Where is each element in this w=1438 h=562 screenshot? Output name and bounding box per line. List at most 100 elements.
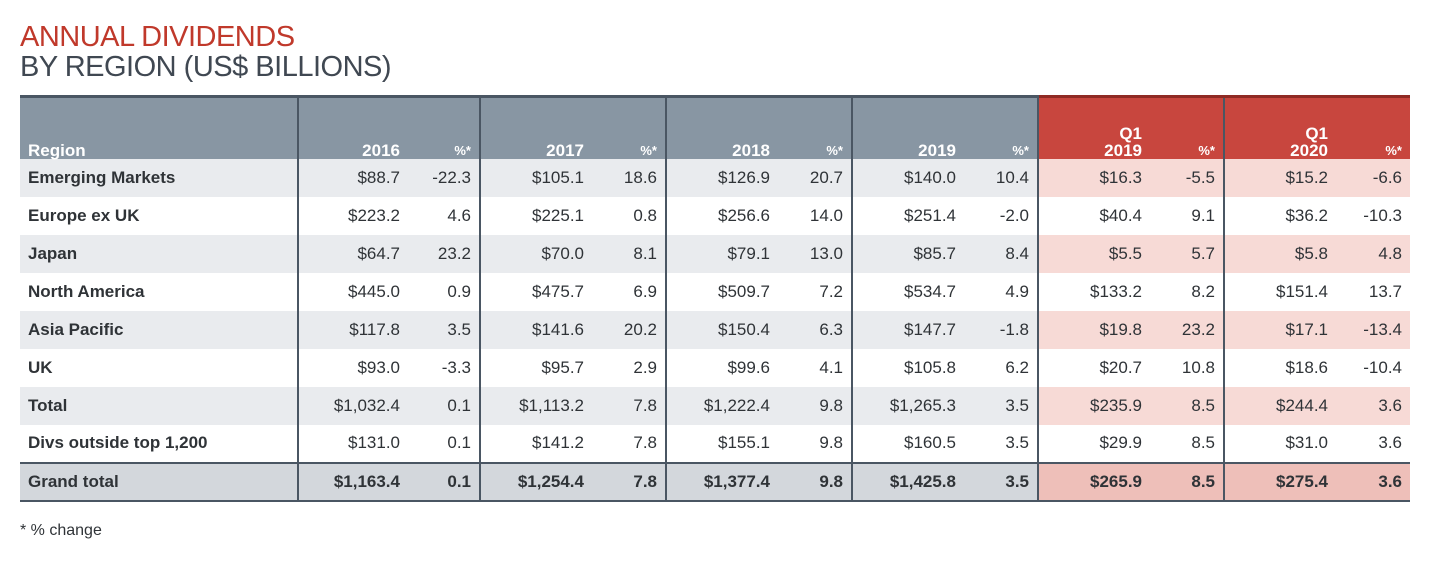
cell-2019: $140.0	[851, 158, 964, 197]
cell-2016: $93.0	[297, 348, 408, 387]
cell-pct-2016: 4.6	[447, 205, 471, 225]
cell-pct-q1-2020: -10.3	[1336, 196, 1410, 235]
header-q1-2019-line2: 2019	[1104, 140, 1142, 160]
cell-region: UK	[28, 357, 53, 377]
cell-pct-2019: 10.4	[964, 158, 1038, 197]
cell-pct-2018: 13.0	[778, 234, 852, 273]
cell-pct-2017: 18.6	[592, 158, 666, 197]
cell-pct-2017: 7.8	[592, 386, 666, 425]
header-pct-2016: %*	[408, 95, 480, 159]
table-row: Divs outside top 1,200 $131.0 0.1 $141.2 7.8…	[20, 424, 1410, 463]
cell-2018: $509.7	[665, 272, 778, 311]
footnote: * % change	[20, 522, 102, 539]
cell-pct-q1-2019: 5.7	[1150, 234, 1224, 273]
cell-q1-2020: $36.2	[1223, 196, 1336, 235]
cell-2016: $223.2	[297, 196, 408, 235]
cell-pct-2017: 20.2	[592, 310, 666, 349]
cell-2019: $160.5	[851, 424, 964, 463]
cell-q1-2019: $40.4	[1037, 196, 1150, 235]
cell-q1-2019: $265.9	[1037, 461, 1150, 502]
cell-2017: $105.1	[479, 158, 592, 197]
cell-pct-2018: 20.7	[778, 158, 852, 197]
cell-2017: $1,254.4	[479, 461, 592, 502]
cell-pct-2016: -3.3	[441, 357, 471, 377]
cell-pct-2019: 3.5	[964, 461, 1038, 502]
cell-2019: $534.7	[851, 272, 964, 311]
cell-pct-2017: 6.9	[633, 281, 657, 301]
cell-2018: $256.6	[665, 196, 778, 235]
cell-pct-2019: 8.4	[964, 234, 1038, 273]
cell-2018: $126.9	[665, 158, 778, 197]
cell-pct-2016: 0.1	[408, 386, 480, 425]
header-pct-2019: %*	[964, 95, 1038, 159]
cell-2018: $1,377.4	[665, 461, 778, 502]
cell-2018: $79.1	[665, 234, 778, 273]
cell-q1-2019: $5.5	[1037, 234, 1150, 273]
table-body: Emerging Markets $88.7 -22.3 $105.1 18.6 $126…	[20, 158, 1410, 502]
cell-pct-q1-2019: 9.1	[1150, 196, 1224, 235]
cell-2019: $85.7	[851, 234, 964, 273]
cell-2018: $1,222.4	[665, 386, 778, 425]
cell-pct-2016: -22.3	[408, 158, 480, 197]
cell-2017: $1,113.2	[479, 386, 592, 425]
cell-pct-2017: 7.8	[592, 461, 666, 502]
cell-pct-2019: -2.0	[999, 205, 1029, 225]
table-row: Asia Pacific $117.8 3.5 $141.6 20.2 $150.4 6.3…	[20, 310, 1410, 349]
cell-2019: $147.7	[851, 310, 964, 349]
table-header-row: Region 2016 %* 2017 %* 2018 %* 2019 %* Q…	[20, 95, 1410, 160]
cell-2017: $95.7	[479, 348, 592, 387]
cell-pct-2019: 3.5	[1005, 433, 1029, 452]
cell-pct-2017: 2.9	[633, 357, 657, 377]
cell-2019: $105.8	[851, 348, 964, 387]
cell-2016: $117.8	[297, 310, 408, 349]
cell-2016: $64.7	[297, 234, 408, 273]
cell-region: Japan	[20, 234, 298, 273]
table-row: Emerging Markets $88.7 -22.3 $105.1 18.6 $126…	[20, 158, 1410, 197]
cell-pct-2018: 4.1	[819, 357, 843, 377]
cell-pct-q1-2020: -13.4	[1336, 310, 1410, 349]
cell-region: Asia Pacific	[20, 310, 298, 349]
cell-pct-2017: 7.8	[633, 433, 657, 452]
cell-2016: $88.7	[297, 158, 408, 197]
cell-pct-2018: 9.8	[778, 386, 852, 425]
cell-pct-2018: 9.8	[778, 461, 852, 502]
cell-q1-2019: $235.9	[1037, 386, 1150, 425]
cell-region: North America	[28, 281, 145, 301]
cell-region: Europe ex UK	[28, 205, 140, 225]
cell-pct-2017: 0.8	[633, 205, 657, 225]
cell-2019: $251.4	[851, 196, 964, 235]
cell-2016: $1,163.4	[297, 461, 408, 502]
header-2017: 2017	[479, 95, 592, 159]
cell-pct-2016: 0.1	[447, 433, 471, 452]
cell-pct-q1-2019: 10.8	[1150, 348, 1224, 387]
cell-q1-2019: $19.8	[1037, 310, 1150, 349]
cell-2019: $1,425.8	[851, 461, 964, 502]
cell-pct-q1-2019: -5.5	[1150, 158, 1224, 197]
cell-2017: $141.6	[479, 310, 592, 349]
cell-2016: $445.0	[297, 272, 408, 311]
table-row: UK $93.0 -3.3 $95.7 2.9 $99.6 4.1 $105.8 6.2 $20.…	[20, 348, 1410, 387]
header-q1-2019-line1: Q1	[1119, 123, 1142, 143]
table-row: Europe ex UK $223.2 4.6 $225.1 0.8 $256.6 14.0…	[20, 196, 1410, 235]
cell-pct-2016: 3.5	[408, 310, 480, 349]
cell-q1-2020: $244.4	[1223, 386, 1336, 425]
cell-pct-2016: 23.2	[408, 234, 480, 273]
dividends-table: Region 2016 %* 2017 %* 2018 %* 2019 %* Q…	[20, 95, 1410, 502]
cell-pct-q1-2020: 3.6	[1336, 424, 1410, 463]
cell-pct-q1-2019: 8.2	[1150, 272, 1224, 311]
table-row: Grand total $1,163.4 0.1 $1,254.4 7.8 $1,377.…	[20, 461, 1410, 502]
cell-pct-2019: 4.9	[1005, 281, 1029, 301]
cell-pct-2019: 3.5	[964, 386, 1038, 425]
header-q1-2020-line1: Q1	[1305, 123, 1328, 143]
cell-q1-2020: $17.1	[1223, 310, 1336, 349]
header-2018: 2018	[665, 95, 778, 159]
cell-q1-2019: $133.2	[1037, 272, 1150, 311]
table-row: Total $1,032.4 0.1 $1,113.2 7.8 $1,222.4 9.8 $1…	[20, 386, 1410, 425]
cell-q1-2019: $29.9	[1037, 424, 1150, 463]
header-2016: 2016	[297, 95, 408, 159]
cell-region: Grand total	[20, 461, 298, 502]
cell-q1-2020: $15.2	[1223, 158, 1336, 197]
cell-q1-2019: $16.3	[1037, 158, 1150, 197]
cell-pct-2018: 7.2	[819, 281, 843, 301]
cell-2017: $475.7	[479, 272, 592, 311]
